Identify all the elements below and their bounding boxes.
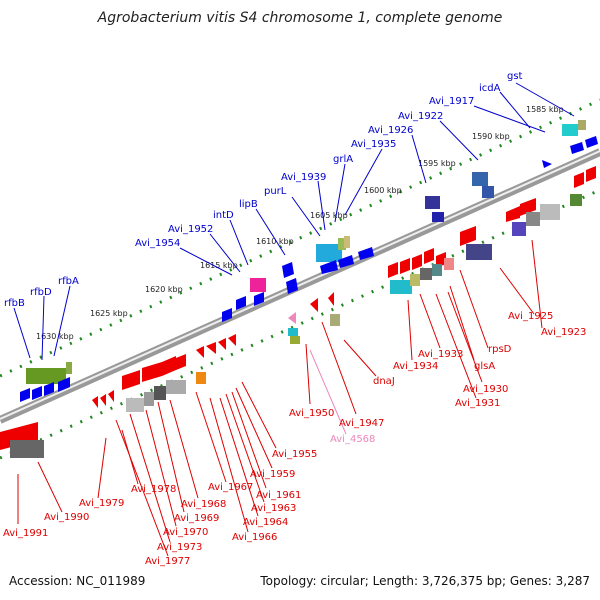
gene-label: rfbD [30,287,52,298]
gene-label: Avi_1963 [251,503,296,514]
gene-label: Avi_1930 [463,384,508,395]
gene-label: rfbB [4,298,25,309]
gene-label: Avi_1955 [272,449,317,460]
gene-label: Avi_1952 [168,224,213,235]
scale-labels: 1585 kbp 1590 kbp 1595 kbp 1600 kbp 1605… [36,105,564,341]
gene-label: Avi_1931 [455,398,500,409]
gene-label: Avi_1934 [393,361,438,372]
gene-label: Avi_1990 [44,512,89,523]
gene-label: intD [213,210,234,221]
pseudogene-label: Avi_4568 [330,434,375,445]
gene-label: icdA [479,83,501,94]
gene-label: grlA [333,154,353,165]
scale-label: 1585 kbp [526,105,564,114]
lower-gene-labels: Avi_1925 Avi_1923 rpsD glsA Avi_1930 Avi… [3,311,586,567]
gene-label: Avi_1947 [339,418,384,429]
scale-label: 1600 kbp [364,186,402,195]
scale-label: 1620 kbp [145,285,183,294]
gene-label: Avi_1970 [163,527,208,538]
gene-label: Avi_1967 [208,482,253,493]
scale-label: 1605 kbp [310,211,348,220]
gene-label: Avi_1973 [157,542,202,553]
gene-label: rpsD [488,344,512,355]
chromosome-backbone [0,148,600,424]
upper-gene-labels: gst icdA Avi_1917 Avi_1922 Avi_1926 Avi_… [4,71,523,309]
gene-label: Avi_1969 [174,513,219,524]
upper-leader-lines [13,82,575,361]
scale-label: 1590 kbp [472,132,510,141]
accession-label: Accession: NC_011989 [9,574,146,588]
pseudo-leader-line [309,349,347,435]
gene-label: Avi_1959 [250,469,295,480]
gene-label: Avi_1968 [181,499,226,510]
gene-label: gst [507,71,523,82]
gene-label: Avi_1925 [508,311,553,322]
gene-label: Avi_1978 [131,484,176,495]
gene-label: Avi_1979 [79,498,124,509]
gene-label: Avi_1977 [145,556,190,567]
gene-label: Avi_1961 [256,490,301,501]
scale-label: 1595 kbp [418,159,456,168]
gene-label: rfbA [58,276,79,287]
lower-strand-features [0,166,596,458]
upper-scale-track [0,98,600,378]
scale-label: 1615 kbp [200,261,238,270]
gene-label: Avi_1923 [541,327,586,338]
gene-label: lipB [239,199,258,210]
gene-label: Avi_1939 [281,172,326,183]
gene-label: Avi_1917 [429,96,474,107]
gene-label: Avi_1966 [232,532,277,543]
gene-label: dnaJ [373,376,395,387]
scale-label: 1610 kbp [256,237,294,246]
page-title: Agrobacterium vitis S4 chromosome 1, com… [97,10,503,26]
scale-label: 1630 kbp [36,332,74,341]
topology-label: Topology: circular; Length: 3,726,375 bp… [260,574,590,588]
gene-label: Avi_1922 [398,111,443,122]
gene-label: Avi_1964 [243,517,288,528]
gene-label: Avi_1950 [289,408,334,419]
upper-strand-features [20,120,598,402]
gene-label: Avi_1991 [3,528,48,539]
scale-label: 1625 kbp [90,309,128,318]
gene-label: purL [264,186,287,197]
gene-label: Avi_1933 [418,349,463,360]
gene-label: glsA [474,361,495,372]
gene-label: Avi_1954 [135,238,180,249]
gene-label: Avi_1926 [368,125,413,136]
lower-leader-lines [17,239,543,557]
gene-label: Avi_1935 [351,139,396,150]
